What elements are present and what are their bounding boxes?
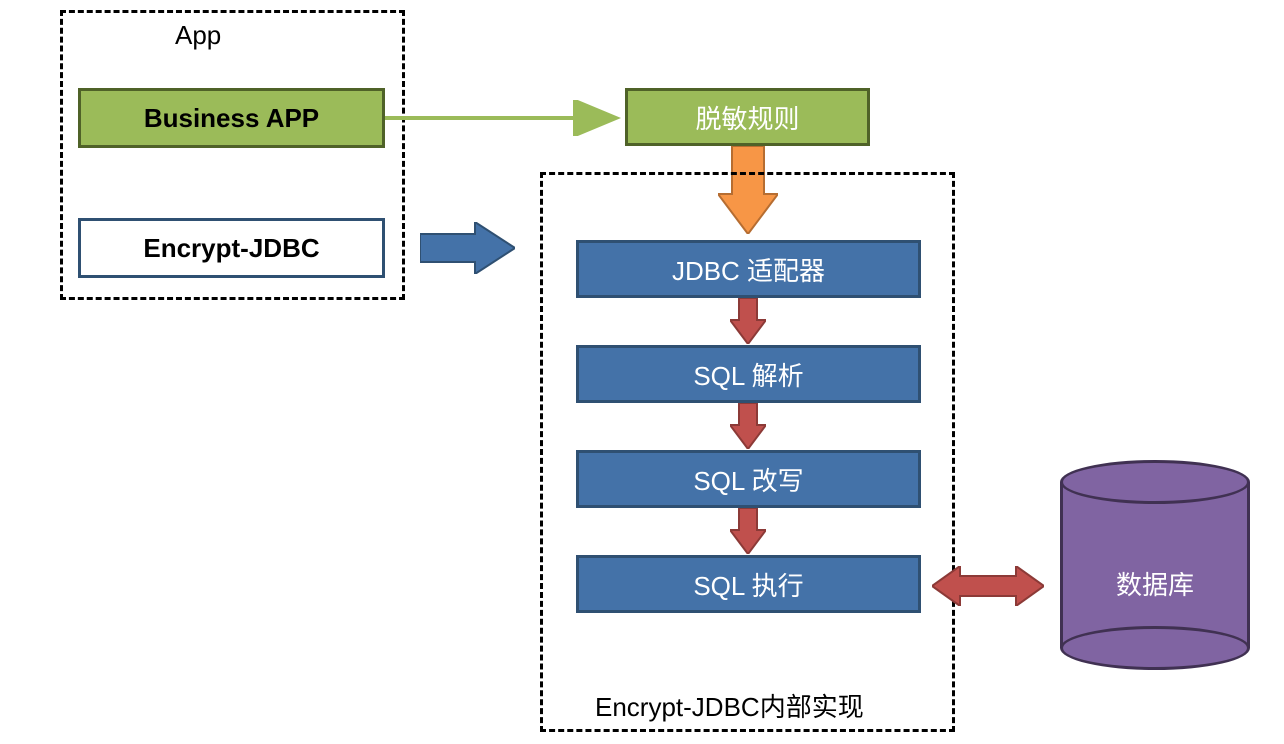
encrypt-jdbc-box: Encrypt-JDBC xyxy=(78,218,385,278)
database-cylinder: 数据库 xyxy=(1060,460,1250,670)
masking-rule-box: 脱敏规则 xyxy=(625,88,870,146)
step-jdbc-adapter: JDBC 适配器 xyxy=(576,240,921,298)
step-sql-parse: SQL 解析 xyxy=(576,345,921,403)
red-arrow-1 xyxy=(730,298,766,344)
step-sql-execute: SQL 执行 xyxy=(576,555,921,613)
internal-label: Encrypt-JDBC内部实现 xyxy=(595,687,864,724)
blue-block-arrow xyxy=(420,222,515,274)
database-label: 数据库 xyxy=(1060,565,1250,602)
red-arrow-2 xyxy=(730,403,766,449)
business-app-box: Business APP xyxy=(78,88,385,148)
app-label: App xyxy=(175,20,221,51)
red-arrow-3 xyxy=(730,508,766,554)
red-double-arrow xyxy=(932,566,1044,606)
step-sql-rewrite: SQL 改写 xyxy=(576,450,921,508)
green-arrow xyxy=(385,100,630,136)
